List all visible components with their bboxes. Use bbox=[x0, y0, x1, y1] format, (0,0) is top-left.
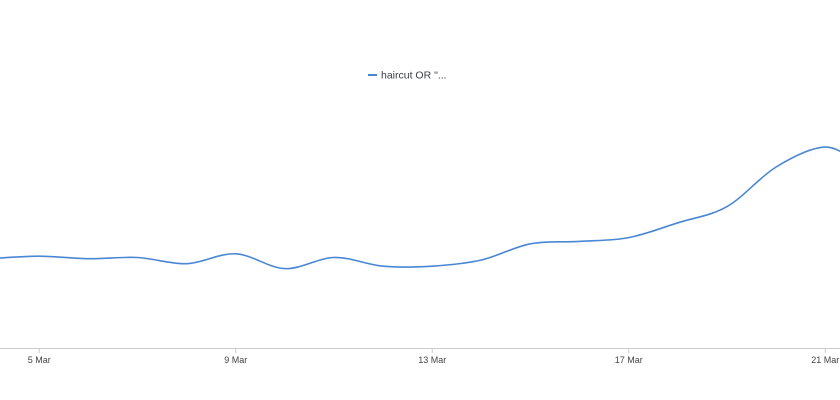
x-axis-ticks: 5 Mar 9 Mar 13 Mar 17 Mar 21 Mar bbox=[28, 348, 839, 365]
x-tick-label: 17 Mar bbox=[615, 355, 643, 365]
x-tick-label: 21 Mar bbox=[811, 355, 839, 365]
series-line bbox=[0, 146, 840, 270]
x-tick-label: 13 Mar bbox=[418, 355, 446, 365]
legend-label: haircut OR "... bbox=[381, 70, 447, 82]
legend: haircut OR "... bbox=[368, 70, 447, 82]
x-tick-label: 9 Mar bbox=[224, 355, 247, 365]
plot-area bbox=[0, 146, 840, 270]
x-tick-label: 5 Mar bbox=[28, 355, 51, 365]
